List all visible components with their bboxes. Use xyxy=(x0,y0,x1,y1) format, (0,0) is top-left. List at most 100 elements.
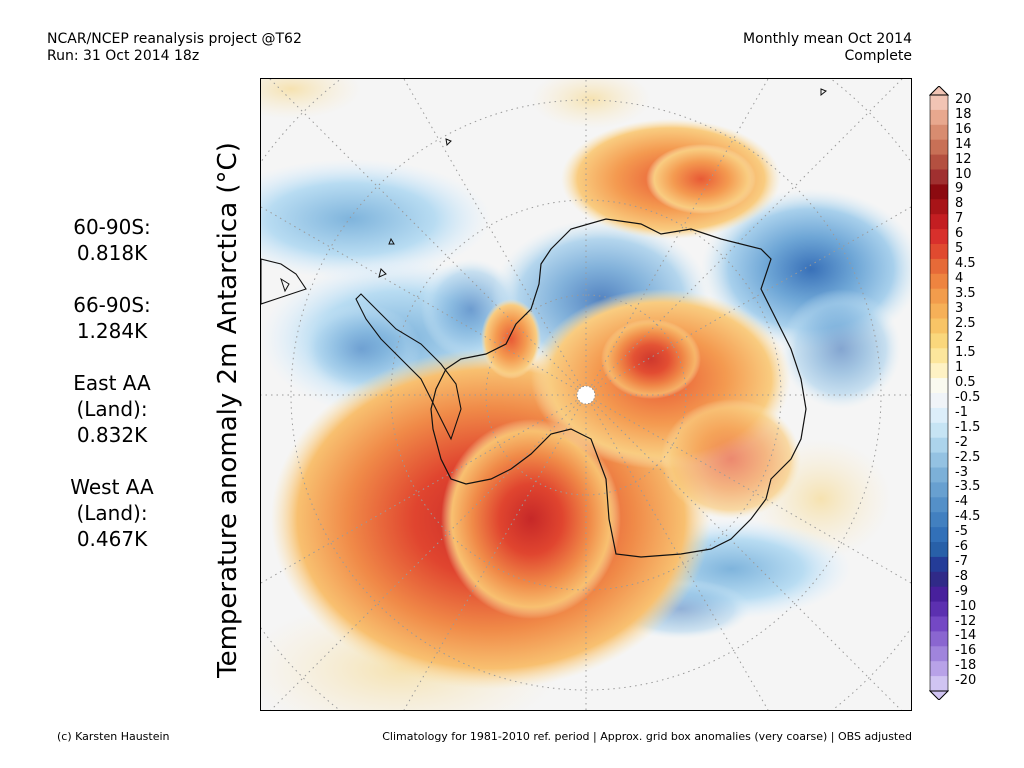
colorbar-tick-label: -8 xyxy=(955,568,968,584)
colorbar-swatch xyxy=(930,497,948,513)
colorbar-swatch xyxy=(930,244,948,260)
colorbar-swatch xyxy=(930,378,948,394)
colorbar-tick-label: 9 xyxy=(955,181,964,197)
stat-east-aa: East AA (Land): 0.832K xyxy=(57,370,167,448)
colorbar xyxy=(929,86,949,700)
colorbar-swatch xyxy=(930,124,948,141)
colorbar-tick-label: 14 xyxy=(955,136,972,152)
colorbar-swatch xyxy=(930,646,948,662)
colorbar-swatch xyxy=(930,273,948,290)
colorbar-swatch xyxy=(930,631,948,647)
colorbar-tick-label: 10 xyxy=(955,166,972,182)
colorbar-tick-label: 1.5 xyxy=(955,345,976,361)
colorbar-swatch xyxy=(930,169,948,185)
colorbar-tick-label: 8 xyxy=(955,196,964,212)
colorbar-tick-label: -7 xyxy=(955,553,968,569)
colorbar-swatch xyxy=(930,407,948,424)
stat-label: East AA xyxy=(73,371,151,395)
stats-panel: 60-90S: 0.818K 66-90S: 1.284K East AA (L… xyxy=(57,214,167,578)
colorbar-tick-label: 6 xyxy=(955,226,964,242)
colorbar-tick-label: -4.5 xyxy=(955,509,981,525)
colorbar-tick-label: 4 xyxy=(955,270,964,286)
colorbar-swatch xyxy=(930,199,948,215)
colorbar-swatch xyxy=(930,95,948,111)
colorbar-max-arrow xyxy=(929,86,949,96)
colorbar-tick-label: -3 xyxy=(955,464,968,480)
colorbar-tick-label: 3 xyxy=(955,300,964,316)
colorbar-tick-label: -1.5 xyxy=(955,419,981,435)
header-right: Monthly mean Oct 2014 Complete xyxy=(743,31,912,65)
stat-66-90s: 66-90S: 1.284K xyxy=(57,292,167,344)
stat-60-90s: 60-90S: 0.818K xyxy=(57,214,167,266)
colorbar-tick-label: -6 xyxy=(955,539,968,554)
colorbar-swatch xyxy=(930,288,948,305)
anomaly-map xyxy=(260,78,912,711)
y-axis-label: Temperature anomaly 2m Antarctica (°C) xyxy=(213,142,243,678)
colorbar-tick-label: 2.5 xyxy=(955,315,976,331)
colorbar-swatch xyxy=(930,482,948,498)
colorbar-swatch xyxy=(930,452,948,468)
colorbar-tick-label: -20 xyxy=(955,673,977,689)
colorbar-swatch xyxy=(930,318,948,334)
colorbar-swatch xyxy=(930,393,948,409)
stat-label-2: (Land): xyxy=(76,397,148,421)
colorbar-swatch xyxy=(930,184,948,200)
stat-value: 0.467K xyxy=(76,527,148,551)
colorbar-tick-label: 0.5 xyxy=(955,375,976,391)
footer-note: Climatology for 1981-2010 ref. period | … xyxy=(382,730,912,743)
colorbar-tick-label: -9 xyxy=(955,583,968,599)
stat-value: 0.818K xyxy=(76,241,148,265)
colorbar-swatch xyxy=(930,154,948,170)
period-text: Monthly mean Oct 2014 xyxy=(743,31,912,47)
colorbar-swatch xyxy=(930,527,948,543)
stat-label: 60-90S: xyxy=(73,215,151,239)
stat-label: West AA xyxy=(70,475,154,499)
colorbar-swatch xyxy=(930,363,948,379)
colorbar-swatch xyxy=(930,348,948,364)
stat-label: 66-90S: xyxy=(73,293,151,317)
stat-label-2: (Land): xyxy=(76,501,148,525)
colorbar-tick-label: 20 xyxy=(955,92,972,107)
colorbar-swatch xyxy=(930,556,948,573)
stat-west-aa: West AA (Land): 0.467K xyxy=(57,474,167,552)
colorbar-swatch xyxy=(930,542,948,558)
colorbar-tick-label: -2 xyxy=(955,434,968,450)
colorbar-swatch xyxy=(930,258,948,275)
colorbar-tick-label: 16 xyxy=(955,121,972,137)
colorbar-tick-label: 4.5 xyxy=(955,255,976,271)
colorbar-tick-label: 12 xyxy=(955,151,972,167)
colorbar-swatch xyxy=(930,333,948,349)
antarctica-coastline xyxy=(430,218,807,558)
colorbar-swatch xyxy=(930,229,948,245)
run-text: Run: 31 Oct 2014 18z xyxy=(47,48,200,64)
header-left: NCAR/NCEP reanalysis project @T62 Run: 3… xyxy=(47,31,302,65)
source-text: NCAR/NCEP reanalysis project @T62 xyxy=(47,31,302,47)
colorbar-tick-label: -14 xyxy=(955,628,977,644)
colorbar-tick-label: -3.5 xyxy=(955,479,981,495)
colorbar-tick-label: -2.5 xyxy=(955,449,981,465)
colorbar-tick-label: -12 xyxy=(955,613,977,629)
south-america-coastline xyxy=(261,258,307,305)
colorbar-swatch xyxy=(930,422,948,439)
stat-value: 1.284K xyxy=(76,319,148,343)
colorbar-tick-label: -10 xyxy=(955,598,977,614)
colorbar-tick-label: 3.5 xyxy=(955,285,976,301)
colorbar-tick-label: 18 xyxy=(955,106,972,122)
colorbar-tick-label: -18 xyxy=(955,658,977,674)
colorbar-swatch xyxy=(930,676,948,692)
colorbar-swatch xyxy=(930,512,948,528)
colorbar-tick-label: -5 xyxy=(955,524,968,540)
colorbar-swatch xyxy=(930,661,948,677)
colorbar-tick-label: 5 xyxy=(955,241,964,256)
colorbar-tick-label: -1 xyxy=(955,404,968,420)
peninsula-coastline xyxy=(355,293,462,441)
colorbar-tick-label: -0.5 xyxy=(955,390,981,405)
colorbar-min-arrow xyxy=(929,690,949,700)
stat-value: 0.832K xyxy=(76,423,148,447)
colorbar-tick-label: 7 xyxy=(955,211,964,227)
colorbar-swatch xyxy=(930,214,948,230)
colorbar-tick-label: -4 xyxy=(955,494,968,510)
colorbar-swatch xyxy=(930,437,948,454)
colorbar-swatch xyxy=(930,109,948,126)
credit-text: (c) Karsten Haustein xyxy=(57,730,170,743)
